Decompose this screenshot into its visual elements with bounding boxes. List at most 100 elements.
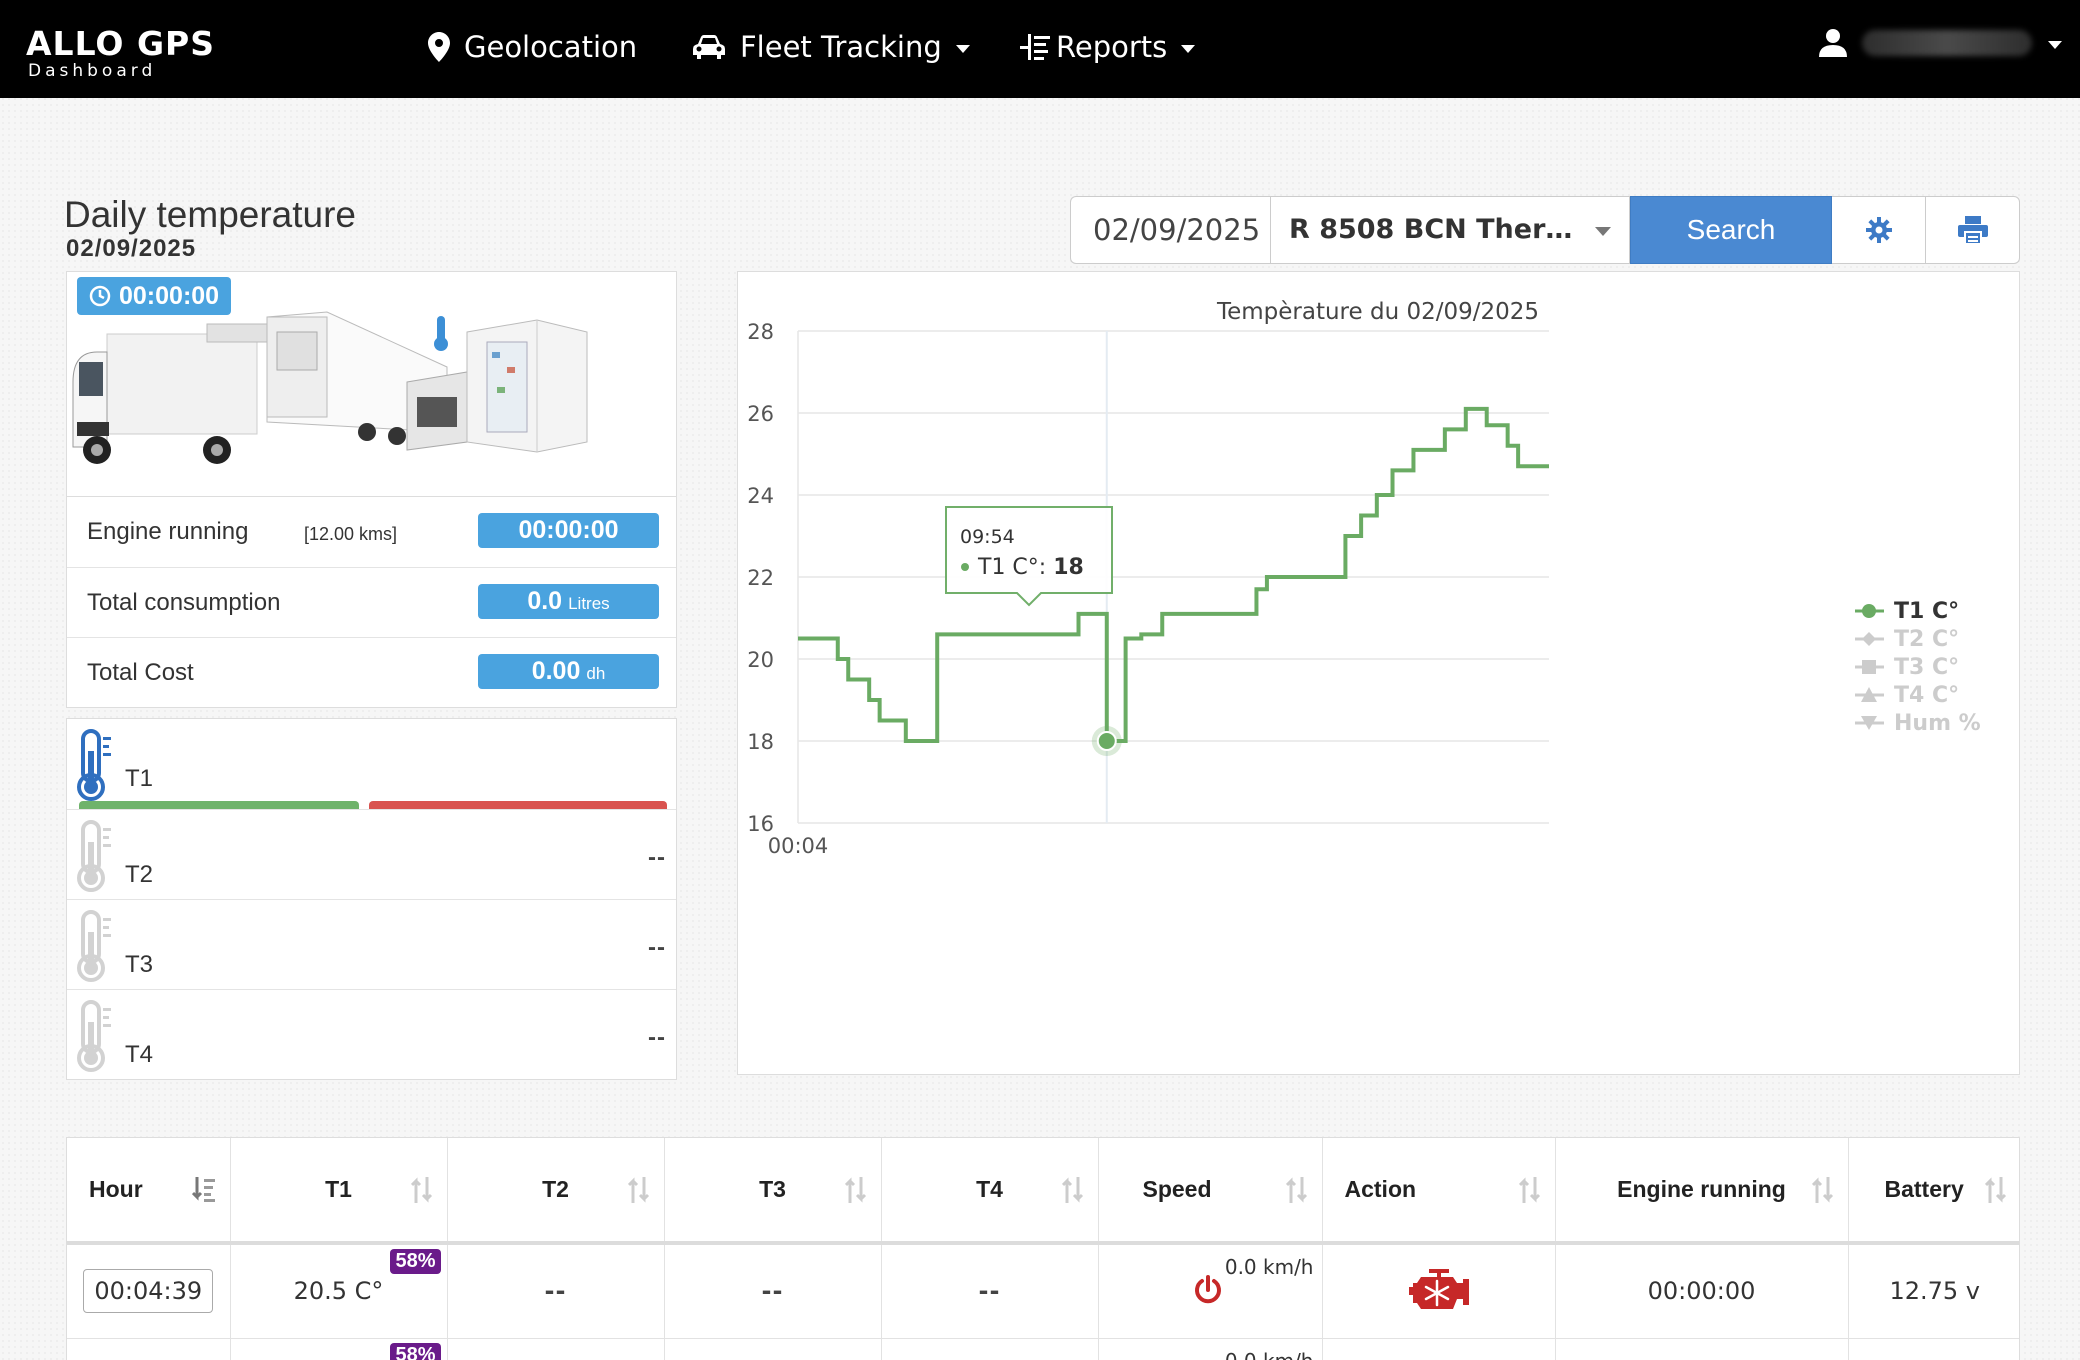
brand-title: ALLO GPS bbox=[26, 24, 216, 63]
engine-km: [12.00 kms] bbox=[304, 524, 398, 544]
sensor-range-bar-high bbox=[369, 801, 667, 809]
humidity-badge: 58% bbox=[390, 1249, 441, 1274]
nav-reports-label: Reports bbox=[1056, 30, 1168, 64]
sort-icon bbox=[1285, 1176, 1307, 1203]
column-header-speed[interactable]: Speed bbox=[1098, 1138, 1323, 1245]
cell-action bbox=[1322, 1243, 1556, 1339]
y-tick-label: 18 bbox=[747, 730, 774, 754]
column-header-engine-running[interactable]: Engine running bbox=[1555, 1138, 1849, 1245]
column-header-label: Battery bbox=[1884, 1176, 1964, 1202]
tooltip-value-number: 18 bbox=[1053, 555, 1084, 580]
hover-point bbox=[1096, 731, 1117, 751]
cell-hour: 00:04:39 bbox=[67, 1243, 231, 1339]
table-row[interactable]: 00:04:39 20.5 C° 58% -- -- -- 0.0 km/h bbox=[67, 1243, 2019, 1339]
x-tick-label: 00:04 bbox=[768, 834, 829, 858]
consumption-value: 0.0 bbox=[527, 587, 563, 615]
date-input[interactable]: 02/09/2025 bbox=[1070, 196, 1270, 264]
series-line-t1 bbox=[798, 406, 1549, 743]
table-row[interactable]: 58% 0.0 km/h bbox=[67, 1338, 2019, 1360]
sensor-label: T2 bbox=[125, 861, 154, 888]
cell-battery: 12.75 v bbox=[1848, 1243, 2019, 1339]
cell-t2: -- bbox=[447, 1243, 665, 1339]
legend-label: T3 C° bbox=[1894, 655, 1959, 680]
filter-toolbar: 02/09/2025 R 8508 BCN Thermo King Search bbox=[1070, 196, 2020, 264]
chevron-down-icon bbox=[1595, 227, 1611, 236]
column-header-t3[interactable]: T3 bbox=[664, 1138, 882, 1245]
sensor-row-t4: T4 -- bbox=[67, 989, 676, 1079]
column-header-t4[interactable]: T4 bbox=[881, 1138, 1099, 1245]
legend-marker bbox=[1861, 687, 1877, 702]
chart-legend[interactable]: T1 C° T2 C° T3 C° T4 C° Hum % bbox=[1855, 599, 1981, 736]
page-date: 02/09/2025 bbox=[66, 235, 197, 262]
y-tick-label: 28 bbox=[747, 320, 774, 344]
legend-label: T1 C° bbox=[1894, 599, 1959, 624]
column-header-action[interactable]: Action bbox=[1322, 1138, 1556, 1245]
nav-fleet-tracking[interactable]: Fleet Tracking bbox=[692, 26, 970, 68]
legend-marker bbox=[1861, 716, 1877, 730]
column-header-label: T2 bbox=[542, 1176, 569, 1202]
user-menu[interactable] bbox=[1818, 28, 2062, 58]
column-header-hour[interactable]: Hour bbox=[67, 1138, 231, 1245]
legend-label: T2 C° bbox=[1894, 627, 1959, 652]
y-tick-label: 22 bbox=[747, 566, 774, 590]
engine-frost-icon[interactable] bbox=[1407, 1267, 1471, 1315]
sensor-value: -- bbox=[648, 844, 666, 871]
list-icon bbox=[1020, 34, 1050, 60]
chevron-down-icon bbox=[2048, 40, 2062, 49]
column-header-label: T3 bbox=[759, 1176, 786, 1202]
chevron-down-icon bbox=[955, 44, 970, 53]
map-pin-icon bbox=[428, 32, 450, 62]
thermometer-icon bbox=[77, 729, 111, 801]
chart-tooltip: 09:54 T1 C°: 18 bbox=[945, 506, 1122, 756]
y-tick-label: 26 bbox=[747, 402, 774, 426]
tooltip-box bbox=[945, 506, 1113, 607]
settings-button[interactable] bbox=[1832, 196, 1926, 264]
cell-speed: 0.0 km/h bbox=[1098, 1243, 1323, 1339]
column-header-t1[interactable]: T1 bbox=[230, 1138, 448, 1245]
sort-icon bbox=[1985, 1176, 2007, 1203]
vehicle-select-value: R 8508 BCN Thermo King bbox=[1289, 214, 1589, 245]
chart-grid bbox=[797, 330, 1549, 824]
stat-label: Total Cost bbox=[87, 658, 194, 686]
tooltip-dot bbox=[961, 563, 969, 571]
sort-icon bbox=[627, 1176, 649, 1203]
speed-value: 0.0 km/h bbox=[1224, 1255, 1314, 1279]
cell-t3: -- bbox=[664, 1243, 882, 1339]
speed-value: 0.0 km/h bbox=[1225, 1349, 1314, 1360]
cell-t1: 20.5 C° 58% bbox=[230, 1243, 448, 1339]
print-button[interactable] bbox=[1926, 196, 2020, 264]
print-icon bbox=[1957, 216, 1988, 244]
hour-value[interactable]: 00:04:39 bbox=[83, 1269, 214, 1314]
cell-speed: 0.0 km/h bbox=[1098, 1338, 1323, 1360]
y-tick-label: 16 bbox=[747, 812, 774, 836]
brand-logo[interactable]: ALLO GPS Dashboard bbox=[26, 24, 216, 81]
thermometer-icon bbox=[77, 820, 111, 892]
sort-icon bbox=[410, 1176, 432, 1203]
gear-icon bbox=[1865, 217, 1892, 243]
sensor-label: T1 bbox=[125, 765, 154, 792]
cell-t4: -- bbox=[881, 1243, 1099, 1339]
search-button[interactable]: Search bbox=[1630, 196, 1832, 264]
nav-reports[interactable]: Reports bbox=[1020, 26, 1196, 68]
column-header-t2[interactable]: T2 bbox=[447, 1138, 665, 1245]
t1-value: 20.5 C° bbox=[293, 1277, 384, 1306]
cell-action bbox=[1322, 1338, 1556, 1360]
cell-hour bbox=[67, 1338, 231, 1360]
chart-axis-labels: 16 18 20 22 24 26 28 00:04 bbox=[747, 320, 828, 858]
nav-geolocation-label: Geolocation bbox=[464, 30, 638, 64]
column-header-label: T1 bbox=[325, 1176, 352, 1202]
consumption-unit: Litres bbox=[568, 594, 610, 613]
legend-marker bbox=[1862, 632, 1876, 646]
sensor-row-t3: T3 -- bbox=[67, 899, 676, 989]
column-header-battery[interactable]: Battery bbox=[1848, 1138, 2019, 1245]
top-navbar: ALLO GPS Dashboard Geolocation Fleet Tra… bbox=[0, 0, 2080, 98]
cell-engine-running bbox=[1555, 1338, 1849, 1360]
readings-table: Hour T1 T2 T3 T4 Speed Action Engine run… bbox=[66, 1137, 2020, 1360]
vehicle-select[interactable]: R 8508 BCN Thermo King bbox=[1270, 196, 1630, 264]
cell-engine-running: 00:00:00 bbox=[1555, 1243, 1849, 1339]
page-title: Daily temperature bbox=[64, 194, 357, 235]
chart-title: Tempèrature du 02/09/2025 bbox=[1216, 299, 1539, 325]
sensor-list: T1 T2 -- T3 -- T4 -- bbox=[66, 718, 677, 1080]
nav-geolocation[interactable]: Geolocation bbox=[428, 26, 637, 68]
legend-label: T4 C° bbox=[1894, 683, 1959, 708]
